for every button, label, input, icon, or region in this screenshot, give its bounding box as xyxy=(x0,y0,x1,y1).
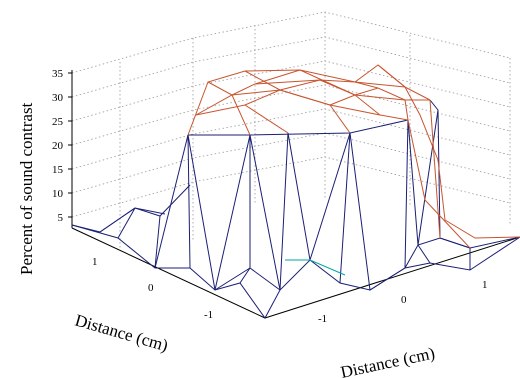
x-tick-label: 0 xyxy=(148,282,154,294)
x-axis-label: Distance (cm) xyxy=(73,311,170,356)
mesh-walls xyxy=(154,99,441,291)
y-tick-label: 0 xyxy=(401,294,407,306)
surface-mesh xyxy=(71,64,520,319)
axes xyxy=(68,70,520,319)
z-tick-label: 15 xyxy=(52,164,64,176)
z-tick-label: 5 xyxy=(58,212,64,224)
x-tick-label: -1 xyxy=(204,309,213,321)
z-tick-label: 35 xyxy=(52,68,64,80)
y-tick-label: -1 xyxy=(318,313,327,325)
y-tick-label: 1 xyxy=(482,279,488,291)
grid-lines xyxy=(71,11,511,250)
z-tick-label: 30 xyxy=(52,92,64,104)
z-tick-label: 20 xyxy=(52,140,64,152)
mesh-cyan-edge xyxy=(285,259,346,276)
z-tick-label: 10 xyxy=(52,188,64,200)
z-axis-label: Percent of sound contrast xyxy=(17,102,36,275)
z-tick-label: 25 xyxy=(52,116,64,128)
y-axis-label: Distance (cm) xyxy=(339,343,437,378)
z-tick-labels: 5 10 15 20 25 30 35 xyxy=(52,68,64,224)
x-tick-labels: 1 0 -1 xyxy=(92,256,213,321)
mesh-base xyxy=(71,184,520,319)
mesh-top-grid xyxy=(187,64,520,249)
y-tick-labels: -1 0 1 xyxy=(318,279,488,325)
x-tick-label: 1 xyxy=(92,256,98,268)
